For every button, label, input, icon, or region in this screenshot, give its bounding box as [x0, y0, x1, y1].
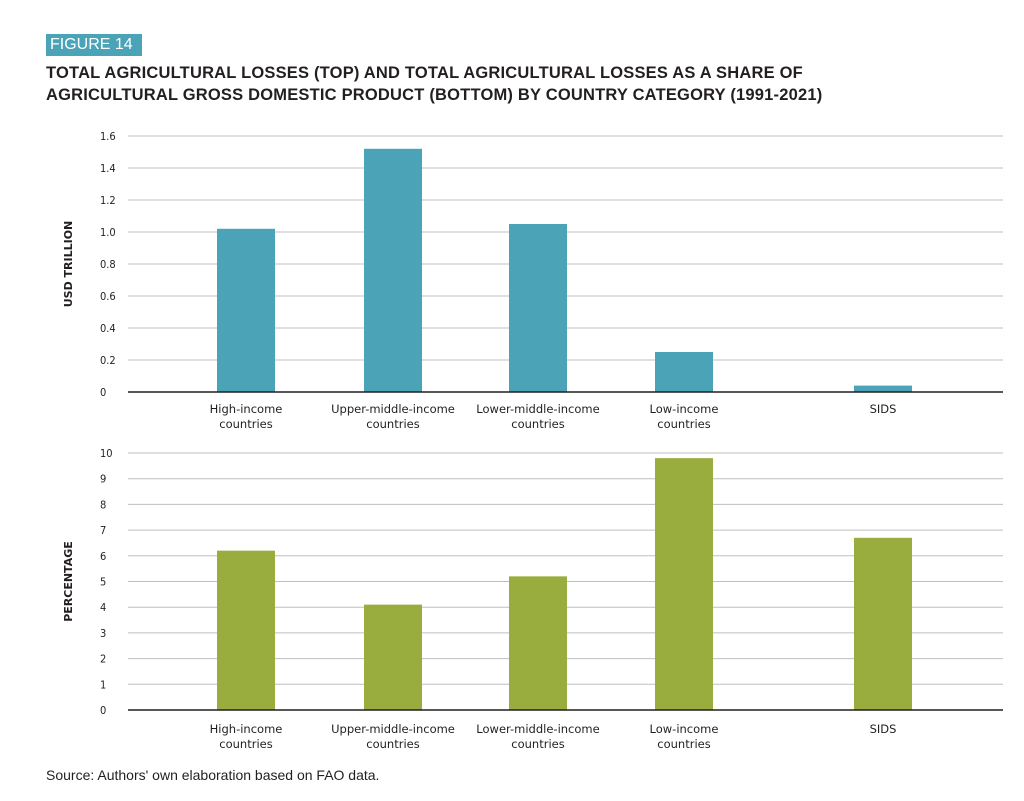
bottom-y-tick-label: 0: [100, 704, 106, 717]
bottom-y-tick-label: 1: [100, 678, 106, 691]
top-bar-chart: 0 0.2 0.4 0.6 0.8 1.0 1.2 1.4 1.6 High-income coun…: [62, 130, 1003, 431]
bottom-y-tick-label: 3: [100, 627, 106, 640]
top-y-tick-label: 0.4: [100, 322, 116, 335]
figure-label: FIGURE 14: [46, 34, 142, 56]
top-bar-high-income: [217, 228, 275, 392]
bottom-y-axis-title: PERCENTAGE: [62, 541, 75, 622]
top-y-tick-label: 1.4: [100, 162, 116, 175]
bottom-y-tick-label: 4: [100, 601, 106, 614]
bottom-category-label: Low-income countries: [650, 722, 719, 751]
top-bar-low-income: [655, 352, 713, 392]
bottom-y-tick-label: 6: [100, 550, 106, 563]
bottom-bar-upper-middle-income: [364, 604, 422, 710]
title-line-2: AGRICULTURAL GROSS DOMESTIC PRODUCT (BOT…: [46, 86, 823, 104]
top-bar-lower-middle-income: [509, 224, 567, 392]
bottom-bar-chart: 0 1 2 3 4 5 6 7 8 9 10 High-income countries Upper-mi…: [62, 447, 1003, 751]
top-category-label: Lower-middle-income countries: [476, 402, 599, 431]
bottom-bar-sids: [854, 537, 912, 710]
bottom-category-label: Upper-middle-income countries: [331, 722, 455, 751]
bottom-y-tick-label: 10: [100, 447, 113, 460]
bottom-category-label: Lower-middle-income countries: [476, 722, 599, 751]
bottom-bar-high-income: [217, 550, 275, 710]
bottom-category-label: High-income countries: [210, 722, 283, 751]
top-bar-sids: [854, 385, 912, 392]
figure-title: TOTAL AGRICULTURAL LOSSES (TOP) AND TOTA…: [46, 62, 1006, 106]
bottom-y-tick-label: 9: [100, 473, 106, 486]
title-line-1: TOTAL AGRICULTURAL LOSSES (TOP) AND TOTA…: [46, 64, 803, 82]
bottom-category-label: SIDS: [870, 722, 897, 736]
bottom-y-tick-label: 8: [100, 498, 106, 511]
top-category-label: High-income countries: [210, 402, 283, 431]
top-category-label: Upper-middle-income countries: [331, 402, 455, 431]
bottom-bar-low-income: [655, 458, 713, 710]
top-y-tick-label: 0.8: [100, 258, 116, 271]
bottom-y-tick-label: 5: [100, 576, 106, 589]
top-bar-upper-middle-income: [364, 148, 422, 392]
top-y-axis-title: USD TRILLION: [62, 221, 75, 308]
top-y-tick-label: 0.2: [100, 354, 116, 367]
top-category-label: SIDS: [870, 402, 897, 416]
source-note: Source: Authors' own elaboration based o…: [46, 767, 380, 783]
top-y-tick-label: 0: [100, 386, 106, 399]
bottom-y-tick-label: 7: [100, 524, 106, 537]
top-y-tick-label: 1.2: [100, 194, 116, 207]
top-y-tick-label: 1.0: [100, 226, 116, 239]
bottom-y-tick-label: 2: [100, 653, 106, 666]
bottom-bar-lower-middle-income: [509, 576, 567, 710]
top-y-tick-label: 0.6: [100, 290, 116, 303]
top-y-tick-label: 1.6: [100, 130, 116, 143]
top-category-label: Low-income countries: [650, 402, 719, 431]
